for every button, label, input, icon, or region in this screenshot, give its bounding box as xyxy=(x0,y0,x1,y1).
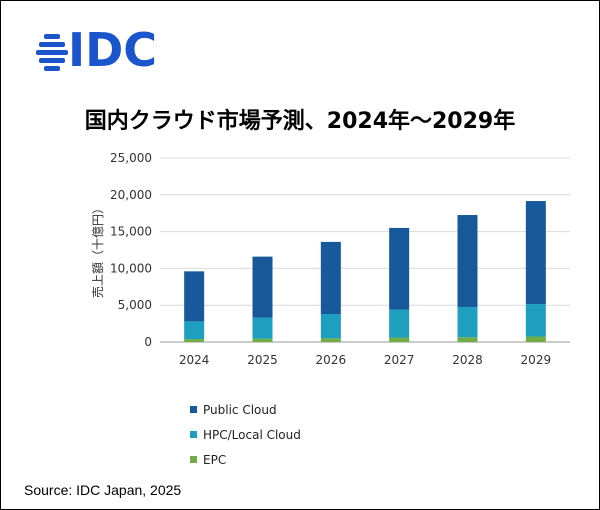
chart-title: 国内クラウド市場予測、2024年～2029年 xyxy=(84,109,516,134)
bar-epc-2028 xyxy=(457,337,478,342)
source-note: Source: IDC Japan, 2025 xyxy=(24,482,182,498)
y-tick-label: 5,000 xyxy=(118,298,152,312)
x-tick-label: 2029 xyxy=(521,353,552,367)
legend-label: Public Cloud xyxy=(203,403,277,417)
y-tick-label: 20,000 xyxy=(110,188,152,202)
bar-hpc-local-cloud-2025 xyxy=(252,317,273,339)
bar-hpc-local-cloud-2026 xyxy=(320,314,341,339)
bar-hpc-local-cloud-2029 xyxy=(525,304,546,337)
x-tick-label: 2025 xyxy=(247,353,278,367)
bar-public-cloud-2024 xyxy=(184,271,205,322)
bar-epc-2029 xyxy=(525,336,546,342)
bar-epc-2027 xyxy=(389,337,410,342)
bar-hpc-local-cloud-2028 xyxy=(457,307,478,338)
legend-swatch xyxy=(190,431,197,438)
idc-logo xyxy=(36,34,68,71)
x-tick-label: 2027 xyxy=(384,353,415,367)
bar-epc-2025 xyxy=(252,338,273,342)
bar-hpc-local-cloud-2027 xyxy=(389,309,410,338)
x-tick-label: 2026 xyxy=(316,353,347,367)
y-tick-label: 25,000 xyxy=(110,151,152,165)
legend-label: EPC xyxy=(203,453,227,467)
idc-logo-globe-icon xyxy=(36,34,68,71)
y-tick-label: 15,000 xyxy=(110,225,152,239)
legend-swatch xyxy=(190,456,197,463)
bar-public-cloud-2028 xyxy=(457,215,478,308)
y-tick-label: 0 xyxy=(144,335,152,349)
x-tick-label: 2024 xyxy=(179,353,210,367)
bar-public-cloud-2026 xyxy=(320,241,341,315)
legend-swatch xyxy=(190,406,197,413)
legend-label: HPC/Local Cloud xyxy=(203,428,301,442)
stacked-bar-chart: 0 5,000 10,000 15,000 20,000 25,000 売上額（十億円） 20… xyxy=(90,151,570,367)
x-tick-label: 2028 xyxy=(452,353,483,367)
bar-epc-2024 xyxy=(184,339,205,342)
bar-public-cloud-2029 xyxy=(525,201,546,305)
bar-public-cloud-2025 xyxy=(252,256,273,318)
y-tick-label: 10,000 xyxy=(110,261,152,275)
bar-hpc-local-cloud-2024 xyxy=(184,321,205,340)
y-axis-label: 売上額（十億円） xyxy=(90,202,105,298)
idc-logo-text: IDC xyxy=(68,23,158,77)
bar-public-cloud-2027 xyxy=(389,227,410,310)
bar-epc-2026 xyxy=(320,338,341,342)
